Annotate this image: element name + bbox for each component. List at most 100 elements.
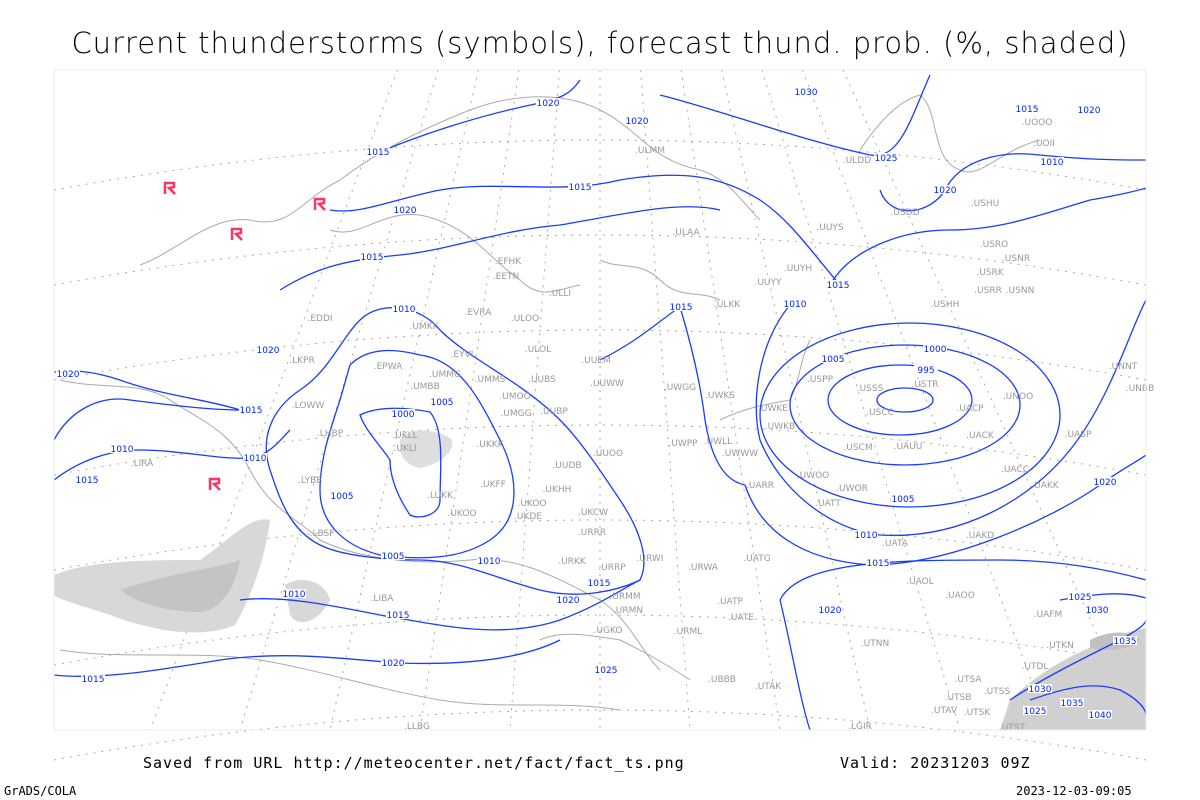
isobar-label: 1020 bbox=[1094, 478, 1117, 488]
isobar bbox=[239, 579, 641, 631]
software-credit: GrADS/COLA bbox=[4, 784, 77, 798]
isobar-label-group: 995 bbox=[914, 365, 938, 376]
isobar-label-bg bbox=[587, 578, 611, 587]
parallel bbox=[53, 329, 1147, 381]
station-label: .ULMM bbox=[635, 146, 665, 156]
station-label: .USRO bbox=[980, 240, 1009, 250]
station-label: .UTST bbox=[999, 723, 1026, 733]
station-label: .EPWA bbox=[374, 362, 403, 372]
isobar-label-bg bbox=[1077, 105, 1101, 114]
isobar bbox=[279, 206, 721, 291]
isobar-label: 1010 bbox=[784, 300, 807, 310]
isobar-label: 1040 bbox=[1089, 711, 1112, 721]
station-label: .UMMS bbox=[475, 375, 506, 385]
isobar-label-bg bbox=[556, 595, 580, 604]
isobar bbox=[53, 398, 241, 441]
isobar-label-group: 1020 bbox=[625, 116, 649, 127]
isobar-label: 1025 bbox=[595, 666, 618, 676]
isobar-label: 1035 bbox=[1061, 699, 1084, 709]
isobar-label: 1030 bbox=[1029, 685, 1052, 695]
station-label: .UWWW bbox=[722, 449, 758, 459]
station-label: .UKLL bbox=[392, 431, 417, 441]
station-label: .LBSF bbox=[310, 529, 335, 539]
isobar-label-group: 1015 bbox=[587, 578, 611, 589]
isobar-label-group: 1020 bbox=[1093, 477, 1117, 488]
station-label: .USRR bbox=[974, 286, 1002, 296]
isobar-label-group: 1015 bbox=[386, 610, 410, 621]
station-label: .UBBB bbox=[708, 675, 736, 685]
station-label: .UKCW bbox=[578, 508, 608, 518]
isobar-label-bg bbox=[1015, 104, 1039, 113]
station-label: .UKFF bbox=[480, 480, 506, 490]
isobars bbox=[53, 74, 1147, 731]
isobar bbox=[779, 559, 1147, 731]
isobar bbox=[755, 299, 1147, 537]
station-label: .UWKB bbox=[765, 422, 795, 432]
station-label: .UGKO bbox=[594, 626, 623, 636]
isobar-label-group: 1020 bbox=[256, 345, 280, 356]
isobar-label: 1010 bbox=[244, 454, 267, 464]
station-label: .USCM bbox=[843, 443, 872, 453]
station-label: .UOII bbox=[1033, 139, 1055, 149]
isobar-label-group: 1035 bbox=[1060, 698, 1084, 709]
isobar-label-bg bbox=[826, 280, 850, 289]
isobar-label: 1015 bbox=[569, 183, 592, 193]
coastlines bbox=[59, 94, 1041, 711]
isobar-label-group: 1025 bbox=[594, 665, 618, 676]
thunderstorm-probability-shading bbox=[54, 430, 1146, 730]
station-label: .LHBP bbox=[317, 429, 344, 439]
station-label: .UTKN bbox=[1046, 641, 1074, 651]
thunderstorm-symbol-icon bbox=[313, 197, 326, 211]
isobar-label-bg bbox=[594, 665, 618, 674]
station-label: .UUBP bbox=[540, 407, 568, 417]
station-label: .UUYS bbox=[816, 223, 844, 233]
station-label: .USPP bbox=[807, 375, 834, 385]
isobar-label-group: 1010 bbox=[243, 453, 267, 464]
isobar-label: 1020 bbox=[557, 596, 580, 606]
isobar bbox=[379, 79, 581, 153]
isobar-label: 1010 bbox=[393, 305, 416, 315]
isobar-label: 1020 bbox=[57, 370, 80, 380]
isobar bbox=[744, 454, 1147, 566]
station-label: .UWPP bbox=[668, 439, 698, 449]
isobar-label: 1005 bbox=[822, 355, 845, 365]
isobar-label-group: 1030 bbox=[1085, 605, 1109, 616]
isobar-label-bg bbox=[256, 345, 280, 354]
station-label: .UWOO bbox=[797, 471, 830, 481]
station-label: .UAKK bbox=[1031, 481, 1060, 491]
station-label: .UASP bbox=[1065, 430, 1092, 440]
isobar bbox=[829, 187, 1147, 286]
station-label: .UTAK bbox=[755, 682, 782, 692]
isobar-label-group: 1025 bbox=[1023, 706, 1047, 717]
station-label: .LUKK bbox=[427, 491, 454, 501]
station-label: .UWKE bbox=[758, 404, 788, 414]
isobar-label-bg bbox=[75, 475, 99, 484]
isobar-label: 1030 bbox=[795, 88, 818, 98]
isobar bbox=[329, 174, 841, 286]
station-label: .ULDD bbox=[843, 156, 871, 166]
station-label: .EDDI bbox=[307, 314, 332, 324]
isobar-label: 1000 bbox=[924, 345, 947, 355]
station-label: .UAOO bbox=[945, 591, 975, 601]
isobar-label: 1005 bbox=[892, 495, 915, 505]
station-label: .UMOO bbox=[499, 392, 530, 402]
station-label: .USSS bbox=[857, 384, 884, 394]
map-frame bbox=[53, 69, 1147, 731]
meridian bbox=[239, 69, 439, 731]
isobar-label: 1015 bbox=[76, 476, 99, 486]
station-label: .USCC bbox=[866, 408, 894, 418]
isobar bbox=[827, 364, 973, 436]
station-label: .UMGG bbox=[500, 409, 531, 419]
station-label: .UTAV bbox=[931, 706, 958, 716]
station-label: .USHU bbox=[971, 199, 1000, 209]
isobar-labels: 1020 1020 1030 1015 1025 1015 1020 1010 1015 1020… bbox=[56, 87, 1137, 721]
isobar-label-bg bbox=[381, 551, 405, 560]
station-label: .UNNT bbox=[1109, 362, 1138, 372]
station-label: .UNBB bbox=[1126, 384, 1155, 394]
station-label: .UOOO bbox=[1022, 118, 1053, 128]
isobar-label-group: 1020 bbox=[818, 605, 842, 616]
station-label: .URRR bbox=[578, 528, 606, 538]
station-label: .UAKD bbox=[966, 531, 995, 541]
isobar-label-bg bbox=[243, 453, 267, 462]
meridian bbox=[802, 69, 1051, 731]
